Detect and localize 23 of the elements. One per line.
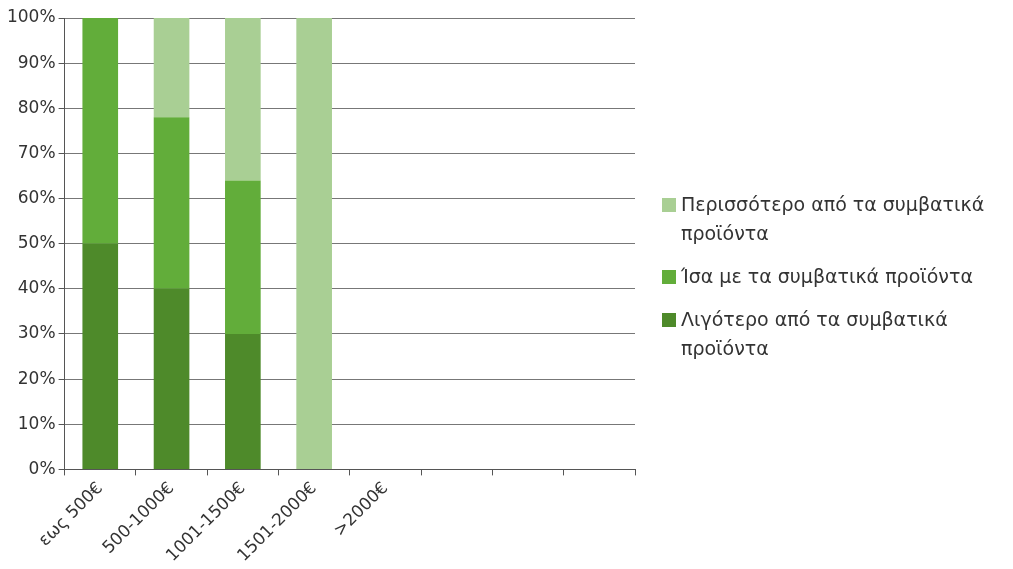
- bar: [153, 117, 190, 289]
- legend-label: Περισσότερο από τα συμβατικά προϊόντα: [681, 192, 986, 246]
- y-tick-label: 20%: [17, 367, 56, 388]
- bar: [82, 243, 119, 469]
- y-tick-label: 30%: [17, 322, 56, 343]
- bar: [153, 18, 190, 118]
- y-tick-label: 0%: [28, 457, 56, 478]
- bar: [225, 333, 261, 469]
- legend-label: Λιγότερο από τα συμβατικά προϊόντα: [681, 307, 949, 361]
- bar: [296, 18, 332, 469]
- y-tick-label: 40%: [17, 277, 56, 298]
- bar: [225, 180, 261, 334]
- bar: [82, 18, 119, 244]
- y-tick-label: 70%: [17, 141, 56, 162]
- y-tick-label: 100%: [6, 6, 56, 27]
- bar: [225, 18, 261, 181]
- legend-label: Ίσα με τα συμβατικά προϊόντα: [681, 264, 973, 289]
- y-tick-label: 80%: [17, 96, 56, 117]
- y-tick-label: 90%: [17, 51, 56, 72]
- y-tick-label: 60%: [17, 186, 56, 207]
- bar: [153, 288, 190, 469]
- y-tick-label: 10%: [17, 412, 56, 433]
- y-tick-label: 50%: [17, 232, 56, 253]
